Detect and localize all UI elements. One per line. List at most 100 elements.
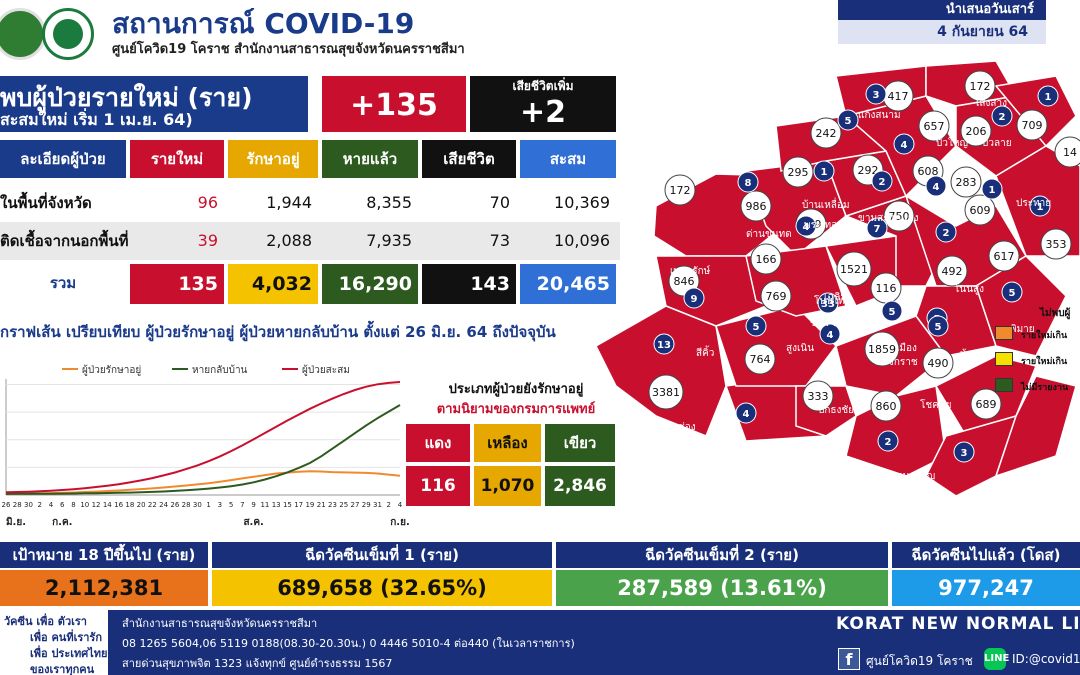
- district-new-case-count: 5: [889, 307, 896, 318]
- district-count: 172: [970, 80, 991, 93]
- district-new-case-count: 5: [845, 116, 852, 127]
- district-new-case-count: 5: [935, 322, 942, 333]
- district-count: 750: [889, 210, 910, 223]
- district-count: 490: [928, 357, 949, 370]
- x-tick-label: 31: [373, 501, 382, 509]
- line-id-link[interactable]: ID:@covid19: [1012, 652, 1080, 666]
- month-label: ส.ค.: [243, 517, 263, 528]
- district-count-bubble: [870, 390, 902, 422]
- x-tick-label: 29: [362, 501, 371, 509]
- x-tick-label: 11: [260, 501, 269, 509]
- district-name: เทพารักษ์: [670, 265, 711, 277]
- district-new-case-count: 2: [943, 228, 950, 239]
- district-count-bubble: [950, 166, 982, 198]
- district-new-case-badge: [795, 215, 817, 237]
- district-count: 608: [918, 165, 939, 178]
- table-cell: 96: [197, 193, 218, 212]
- x-tick-label: 21: [317, 501, 326, 509]
- district-name: ครบุรี: [1026, 484, 1050, 496]
- district-count-bubble: [1054, 136, 1080, 168]
- district-count-bubble: [922, 347, 954, 379]
- x-tick-label: 24: [159, 501, 168, 509]
- facebook-icon[interactable]: f: [838, 648, 860, 670]
- district-name: พิมาย: [1010, 324, 1035, 335]
- total-cell: 16,290: [322, 264, 418, 304]
- table-cell: 8,355: [366, 193, 412, 212]
- district-name: จักราช: [888, 357, 918, 368]
- district-count: 1859: [868, 343, 896, 356]
- district-name: เฉลิม: [824, 292, 847, 303]
- district-new-case-badge: [653, 333, 675, 355]
- district-new-case-count: 33: [821, 299, 835, 310]
- map-district: [915, 285, 997, 357]
- district-count-bubble: [964, 194, 996, 226]
- district-new-case-count: 5: [1009, 288, 1016, 299]
- table-cell: 7,935: [366, 231, 412, 250]
- district-new-case-count: 3: [873, 90, 880, 101]
- district-name: เมือง: [896, 342, 917, 354]
- district-count: 657: [924, 120, 945, 133]
- district-count: 689: [976, 398, 997, 411]
- x-tick-label: 12: [92, 501, 101, 509]
- x-tick-label: 2: [387, 501, 391, 509]
- district-new-case-badge: [893, 133, 915, 155]
- district-count-bubble: [964, 70, 996, 102]
- district-name: หนองบุญ: [896, 471, 935, 482]
- district-new-case-badge: [683, 287, 705, 309]
- district-name: โชคชัย: [920, 398, 952, 411]
- district-count: 333: [808, 390, 829, 403]
- month-label: มิ.ย.: [6, 516, 26, 528]
- district-count-bubble: [740, 190, 772, 222]
- district-count: 492: [942, 265, 963, 278]
- district-count-bubble: [836, 251, 872, 287]
- vaccine-header: ฉีดวัคซีนเข็มที่ 2 (ราย): [556, 542, 888, 568]
- x-tick-label: 14: [103, 501, 112, 509]
- district-count: 769: [766, 290, 787, 303]
- korat-slogan: KORAT NEW NORMAL LIFE: [836, 614, 1080, 634]
- district-count: 283: [956, 176, 977, 189]
- district-name: สีคิ้ว: [696, 345, 714, 359]
- district-count-bubble: [936, 255, 968, 287]
- district-count: 206: [966, 125, 987, 138]
- district-new-case-count: 3: [961, 448, 968, 459]
- district-new-case-count: 1: [1037, 202, 1044, 213]
- district-new-case-badge: [871, 170, 893, 192]
- district-count-bubble: [918, 110, 950, 142]
- district-count: 3381: [652, 386, 680, 399]
- x-tick-label: 1: [206, 501, 210, 509]
- district-name: บ้านเหลื่อม: [802, 197, 850, 211]
- district-count-bubble: [960, 115, 992, 147]
- x-tick-label: 18: [125, 501, 134, 509]
- legend-label: รายใหม่เกิน: [1021, 357, 1068, 367]
- legend-label: ผู้ป่วยรักษาอยู่: [82, 364, 141, 376]
- table-total-row: รวม 135 4,032 16,290 143 20,465: [0, 264, 620, 304]
- chart-title: กราฟเส้น เปรียบเทียบ ผู้ป่วยรักษาอยู่ ผู…: [0, 323, 556, 341]
- total-cell: 4,032: [228, 264, 318, 304]
- legend-label: รายใหม่เกิน: [1021, 331, 1068, 341]
- line-app-icon[interactable]: LINE: [984, 648, 1009, 670]
- x-tick-label: 23: [328, 501, 337, 509]
- district-count: 292: [858, 164, 879, 177]
- district-new-case-badge: [935, 221, 957, 243]
- district-name: ประทาย: [1016, 198, 1051, 209]
- vaccine-value: 977,247: [892, 570, 1080, 606]
- new-cases-panel: พบผู้ป่วยรายใหม่ (ราย) สะสมใหม่ เริ่ม 1 …: [0, 76, 308, 132]
- x-tick-label: 7: [240, 501, 244, 509]
- total-cell: 135: [130, 264, 224, 304]
- district-new-case-count: 2: [885, 437, 892, 448]
- district-name: ด่านขุนทด: [746, 229, 792, 240]
- district-new-case-count: 1: [989, 185, 996, 196]
- district-count: 172: [670, 184, 691, 197]
- district-new-case-count: 4: [827, 330, 834, 341]
- facebook-page-link[interactable]: ศูนย์โควิด19 โคราช: [866, 654, 973, 668]
- district-count-bubble: [810, 117, 842, 149]
- district-new-case-count: 1: [1045, 92, 1052, 103]
- slogan-line: เพื่อ ประเทศไทย: [30, 647, 108, 660]
- district-name: สูงเนิน: [786, 343, 814, 354]
- health-ministry-logo: [42, 8, 94, 60]
- date-box: นำเสนอวันเสาร์ 4 กันยายน 64: [838, 0, 1046, 46]
- district-map: 1729868463381333764769166152144929529224…: [596, 60, 1080, 497]
- district-new-case-badge: [991, 105, 1013, 127]
- district-new-case-count: 7: [874, 224, 881, 235]
- x-tick-label: 27: [351, 501, 360, 509]
